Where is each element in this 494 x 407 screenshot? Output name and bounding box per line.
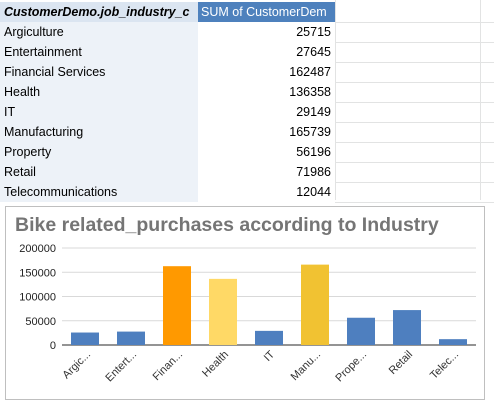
- grid-divider: [335, 62, 494, 63]
- chart-bar[interactable]: [71, 332, 99, 345]
- pivot-row[interactable]: Health 136358: [0, 82, 335, 102]
- pivot-row-value[interactable]: 29149: [296, 105, 331, 119]
- pivot-row-label[interactable]: Financial Services: [0, 62, 198, 82]
- pivot-row-value[interactable]: 162487: [289, 65, 331, 79]
- grid-divider: [335, 142, 494, 143]
- chart-bar[interactable]: [255, 330, 283, 345]
- pivot-row[interactable]: Financial Services 162487: [0, 62, 335, 82]
- pivot-row[interactable]: Telecommunications 12044: [0, 182, 335, 202]
- pivot-row-label[interactable]: Entertainment: [0, 42, 198, 62]
- pivot-row-label[interactable]: Property: [0, 142, 198, 162]
- chart-plot-area: 200000 150000 100000 50000 0 Argic... Entert..…: [19, 243, 476, 385]
- grid-divider: [335, 82, 494, 83]
- x-category-label: Argic...: [60, 349, 93, 382]
- chart-title: Bike related_purchases according to Indu…: [15, 214, 439, 236]
- pivot-row-label[interactable]: Manufacturing: [0, 122, 198, 142]
- grid-divider: [335, 202, 494, 203]
- pivot-row[interactable]: Argiculture 25715: [0, 22, 335, 42]
- pivot-row[interactable]: Entertainment 27645: [0, 42, 335, 62]
- pivot-row[interactable]: Retail 71986: [0, 162, 335, 182]
- pivot-row-label[interactable]: IT: [0, 102, 198, 122]
- x-category-label: Telec...: [428, 349, 461, 382]
- x-category-label: Finan...: [151, 349, 185, 383]
- grid-divider: [335, 0, 336, 200]
- y-tick-label: 100000: [19, 292, 56, 304]
- y-tick-label: 50000: [25, 316, 56, 328]
- pivot-header-row: CustomerDemo.job_industry_c SUM of Custo…: [0, 2, 335, 22]
- pivot-row-label[interactable]: Argiculture: [0, 22, 198, 42]
- pivot-row-label[interactable]: Health: [0, 82, 198, 102]
- chart-bar[interactable]: [117, 331, 145, 345]
- y-tick-label: 200000: [19, 243, 56, 255]
- chart-bar[interactable]: [209, 278, 237, 345]
- chart-bar[interactable]: [393, 310, 421, 345]
- chart-bar[interactable]: [347, 317, 375, 345]
- grid-divider: [335, 122, 494, 123]
- y-tick-label: 0: [50, 340, 56, 352]
- pivot-row[interactable]: IT 29149: [0, 102, 335, 122]
- bar-chart[interactable]: Bike related_purchases according to Indu…: [5, 206, 485, 400]
- grid-divider: [335, 22, 494, 23]
- pivot-row-value[interactable]: 165739: [289, 125, 331, 139]
- pivot-row-value[interactable]: 136358: [289, 85, 331, 99]
- pivot-row-value[interactable]: 27645: [296, 45, 331, 59]
- pivot-row-value[interactable]: 25715: [296, 25, 331, 39]
- pivot-row-header[interactable]: CustomerDemo.job_industry_c: [0, 2, 198, 22]
- y-tick-label: 150000: [19, 267, 56, 279]
- grid-divider: [335, 182, 494, 183]
- grid-divider: [480, 0, 481, 200]
- pivot-row-value[interactable]: 71986: [296, 165, 331, 179]
- pivot-row-value[interactable]: 56196: [296, 145, 331, 159]
- grid-divider: [335, 162, 494, 163]
- chart-bar[interactable]: [439, 339, 467, 345]
- pivot-value-header[interactable]: SUM of CustomerDem: [198, 2, 335, 22]
- pivot-row-label[interactable]: Retail: [0, 162, 198, 182]
- x-category-label: Health: [200, 349, 231, 380]
- x-category-label: Prope...: [333, 349, 369, 385]
- grid-divider: [335, 102, 494, 103]
- pivot-row-label[interactable]: Telecommunications: [0, 182, 198, 202]
- pivot-row[interactable]: Manufacturing 165739: [0, 122, 335, 142]
- pivot-row[interactable]: Property 56196: [0, 142, 335, 162]
- pivot-row-value[interactable]: 12044: [296, 185, 331, 199]
- chart-bar[interactable]: [301, 264, 329, 345]
- x-category-label: IT: [262, 348, 278, 364]
- grid-divider: [335, 42, 494, 43]
- x-category-label: Manu...: [289, 349, 323, 383]
- pivot-table: CustomerDemo.job_industry_c SUM of Custo…: [0, 2, 335, 202]
- x-category-label: Retail: [387, 349, 415, 377]
- chart-bar[interactable]: [163, 266, 191, 345]
- x-category-label: Entert...: [103, 349, 139, 385]
